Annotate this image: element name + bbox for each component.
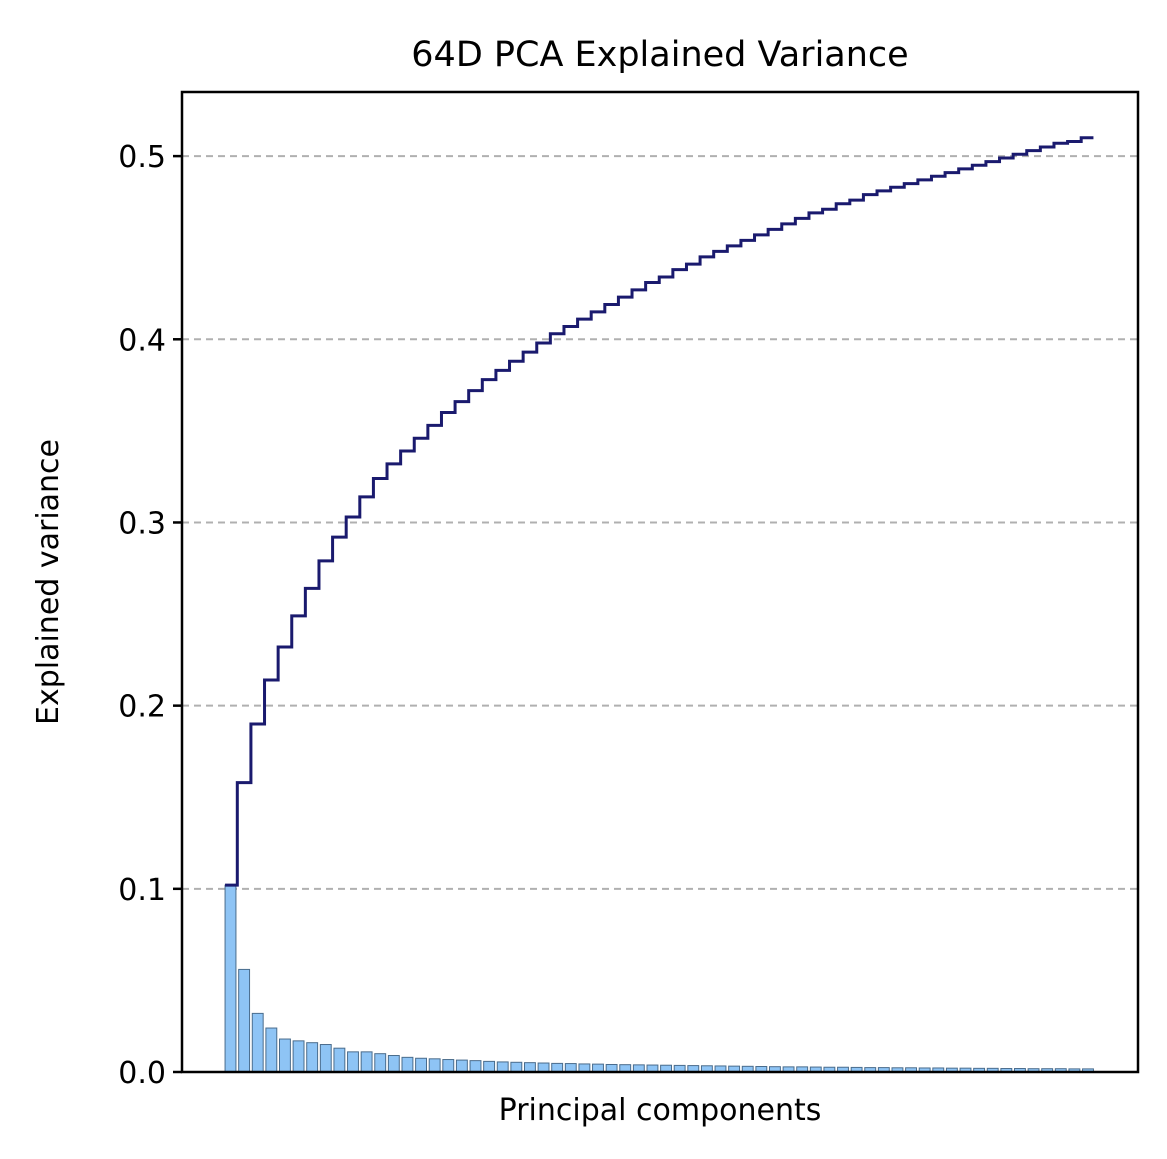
variance-bar bbox=[442, 1059, 455, 1073]
y-tick-label: 0.1 bbox=[118, 873, 166, 908]
y-tick-label: 0.4 bbox=[118, 323, 166, 358]
grid-lines bbox=[182, 155, 1138, 890]
variance-bar bbox=[251, 1012, 264, 1073]
variance-bar bbox=[347, 1051, 359, 1073]
variance-bar bbox=[224, 884, 237, 1073]
variance-bar bbox=[483, 1060, 496, 1073]
bars bbox=[224, 884, 1094, 1073]
variance-bar bbox=[415, 1057, 428, 1073]
y-axis-label: Explained variance bbox=[31, 439, 66, 725]
y-axis-ticks: 0.0 0.1 0.2 0.3 0.4 0.5 bbox=[118, 140, 182, 1091]
y-tick-label: 0.3 bbox=[118, 506, 166, 541]
x-axis-label: Principal components bbox=[499, 1093, 822, 1128]
variance-bar bbox=[510, 1061, 523, 1073]
variance-bar bbox=[374, 1053, 387, 1073]
variance-bar bbox=[306, 1042, 319, 1073]
variance-bar bbox=[279, 1038, 291, 1073]
y-tick-label: 0.2 bbox=[118, 690, 166, 725]
variance-bar bbox=[387, 1055, 400, 1073]
variance-bar bbox=[496, 1061, 509, 1073]
variance-bar bbox=[564, 1063, 577, 1073]
variance-bar bbox=[360, 1051, 373, 1073]
cumulative-line bbox=[225, 136, 1094, 887]
variance-bar bbox=[292, 1040, 305, 1073]
y-tick-label: 0.5 bbox=[118, 140, 166, 175]
variance-bar bbox=[524, 1062, 536, 1073]
chart-title: 64D PCA Explained Variance bbox=[411, 35, 908, 75]
variance-bar bbox=[428, 1058, 441, 1073]
variance-bar bbox=[265, 1027, 278, 1073]
variance-bar bbox=[333, 1047, 346, 1073]
variance-bar bbox=[401, 1056, 414, 1073]
variance-bar bbox=[551, 1062, 564, 1073]
variance-bar bbox=[455, 1059, 468, 1073]
variance-bar bbox=[238, 968, 251, 1073]
variance-bar bbox=[537, 1062, 550, 1073]
variance-bar bbox=[319, 1044, 332, 1073]
variance-bar bbox=[469, 1060, 482, 1073]
y-tick-label: 0.0 bbox=[118, 1056, 166, 1091]
plot-frame bbox=[180, 90, 1140, 1074]
